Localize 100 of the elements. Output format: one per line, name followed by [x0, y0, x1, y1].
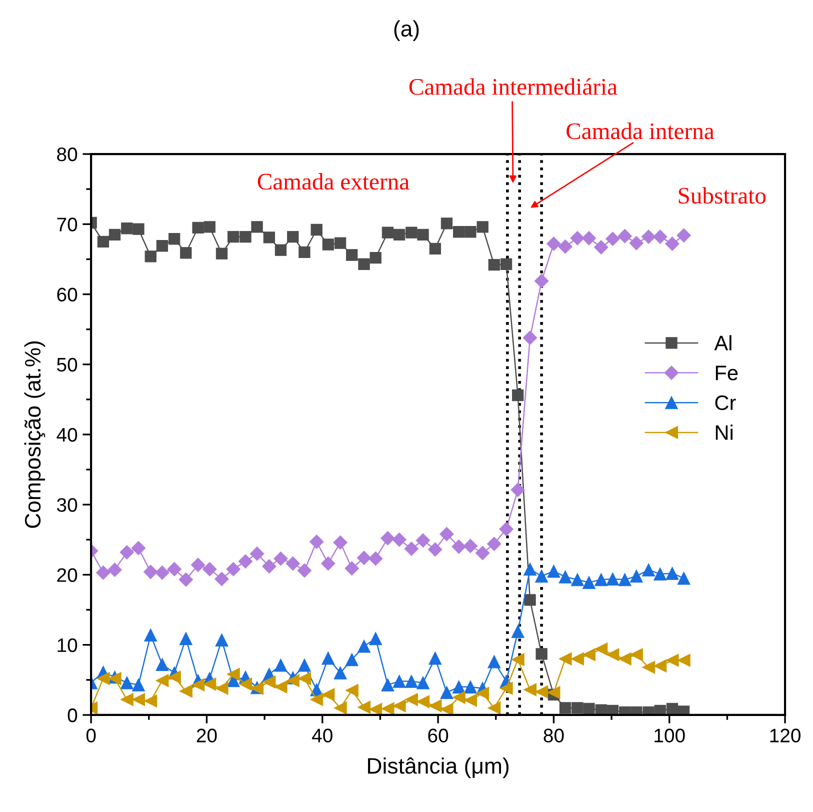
point	[310, 693, 324, 706]
point	[274, 244, 287, 256]
point	[392, 674, 406, 688]
point	[666, 702, 678, 714]
point	[132, 678, 146, 692]
point	[524, 594, 536, 606]
point	[488, 258, 500, 271]
point	[406, 226, 418, 238]
point	[512, 389, 524, 402]
point	[642, 563, 656, 576]
point	[547, 686, 560, 700]
point	[262, 675, 276, 689]
point	[583, 702, 595, 714]
point	[417, 228, 429, 241]
point	[380, 531, 395, 546]
point	[618, 228, 632, 244]
point	[203, 678, 216, 691]
point	[546, 236, 561, 251]
point	[476, 221, 488, 233]
point	[287, 230, 299, 243]
point	[452, 680, 466, 694]
point	[536, 648, 548, 660]
y-tick-label: 40	[56, 428, 78, 442]
point	[226, 562, 240, 576]
point	[594, 642, 608, 656]
point	[120, 545, 134, 560]
point	[108, 562, 122, 577]
point	[486, 536, 502, 552]
x-tick-label: 0	[86, 728, 96, 742]
point	[334, 701, 347, 714]
point	[558, 570, 572, 584]
point	[429, 242, 441, 255]
point	[499, 522, 514, 536]
point	[357, 640, 371, 653]
point	[452, 540, 466, 554]
point	[440, 218, 453, 230]
point	[251, 221, 263, 233]
point	[156, 658, 169, 672]
text: Camada intermediária	[409, 78, 618, 95]
point	[641, 230, 656, 244]
point	[665, 236, 680, 251]
x-tick-label: 40	[312, 728, 332, 742]
point	[676, 228, 691, 243]
point	[156, 240, 168, 252]
point	[344, 561, 360, 576]
point	[97, 236, 110, 248]
point	[677, 572, 690, 585]
point	[404, 542, 419, 556]
point	[167, 562, 182, 576]
point	[227, 230, 240, 243]
point	[464, 226, 476, 238]
point	[393, 228, 406, 241]
y-tick-label: 30	[56, 498, 78, 512]
point	[618, 573, 632, 586]
x-tick-label: 60	[428, 728, 448, 742]
legend-label: Ni	[716, 424, 732, 440]
point	[572, 702, 584, 714]
point	[96, 672, 110, 686]
point	[404, 674, 418, 688]
point	[132, 223, 144, 235]
point	[416, 676, 430, 690]
point	[120, 676, 134, 690]
point	[535, 685, 548, 698]
point	[416, 695, 430, 708]
point	[309, 534, 324, 549]
point	[179, 632, 192, 646]
point	[262, 559, 276, 574]
x-tick-label: 20	[196, 728, 217, 742]
legend-label: Fe	[716, 366, 738, 380]
y-tick-label: 50	[57, 358, 78, 372]
point	[108, 228, 121, 241]
point	[274, 658, 288, 672]
point	[570, 573, 584, 586]
y-axis-title: Composição (at.%)	[24, 341, 46, 528]
point	[654, 568, 667, 581]
point	[202, 562, 217, 576]
point	[368, 551, 383, 566]
point	[226, 668, 240, 681]
point	[463, 538, 478, 554]
point	[428, 652, 442, 665]
point	[214, 572, 229, 586]
point	[488, 655, 501, 668]
point	[547, 564, 560, 578]
point	[440, 686, 454, 700]
point	[96, 565, 110, 580]
legend-label: Al	[714, 335, 732, 350]
point	[642, 660, 656, 674]
point	[534, 274, 549, 288]
point	[356, 550, 372, 566]
point	[322, 652, 335, 665]
point	[404, 693, 418, 706]
point	[652, 230, 668, 244]
point	[392, 532, 406, 547]
point	[358, 258, 370, 270]
point	[677, 654, 690, 667]
point	[286, 674, 300, 688]
chart-title: (a)	[394, 20, 419, 42]
point	[558, 239, 572, 254]
text: Camada interna	[566, 122, 714, 140]
point	[666, 654, 679, 667]
